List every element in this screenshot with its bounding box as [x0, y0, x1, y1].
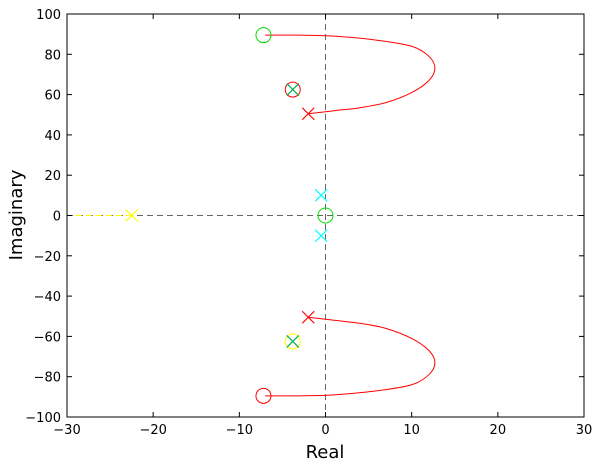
axis-ticks: −30 −20 −10 0 10 20 30−100−80−60−40−2002040608…: [25, 8, 592, 438]
pole-marker-7: [125, 209, 139, 222]
zero-marker-5: [317, 207, 334, 224]
y-tick-label: 0: [53, 210, 61, 225]
x-tick-label: 20: [490, 423, 507, 438]
y-tick-label: −100: [25, 411, 61, 426]
pole-marker-1: [301, 107, 315, 121]
x-tick-label: 30: [576, 423, 593, 438]
zero-marker-4: [284, 333, 301, 350]
x-axis-label: Real: [306, 442, 345, 463]
y-tick-label: 20: [44, 169, 61, 184]
x-tick-label: 0: [321, 423, 329, 438]
reference-lines: [67, 14, 584, 417]
zero-marker-1: [255, 27, 272, 44]
y-tick-label: 80: [44, 48, 61, 63]
locus-branch-1: [265, 34, 436, 115]
zero-marker-3: [284, 81, 301, 98]
locus-branches: [67, 34, 436, 397]
y-tick-label: 60: [44, 89, 61, 104]
pole-marker-2: [301, 310, 315, 324]
y-tick-label: −20: [34, 250, 61, 265]
x-tick-label: 10: [403, 423, 420, 438]
zero-marker-2: [255, 387, 272, 404]
x-tick-label: −20: [139, 423, 166, 438]
x-tick-label: −30: [53, 423, 80, 438]
pole-marker-4: [286, 335, 300, 348]
y-tick-label: −40: [34, 290, 61, 305]
y-tick-label: −60: [34, 330, 61, 345]
y-axis-label: Imaginary: [6, 169, 27, 260]
y-tick-label: 40: [44, 129, 61, 144]
pole-marker-5: [314, 188, 328, 202]
y-tick-label: 100: [36, 8, 61, 23]
pole-marker-3: [286, 83, 300, 96]
locus-branch-2: [265, 316, 436, 397]
pole-marker-6: [314, 229, 328, 243]
pole-zero-markers: [125, 27, 334, 404]
x-tick-label: −10: [226, 423, 253, 438]
y-tick-label: −80: [34, 371, 61, 386]
